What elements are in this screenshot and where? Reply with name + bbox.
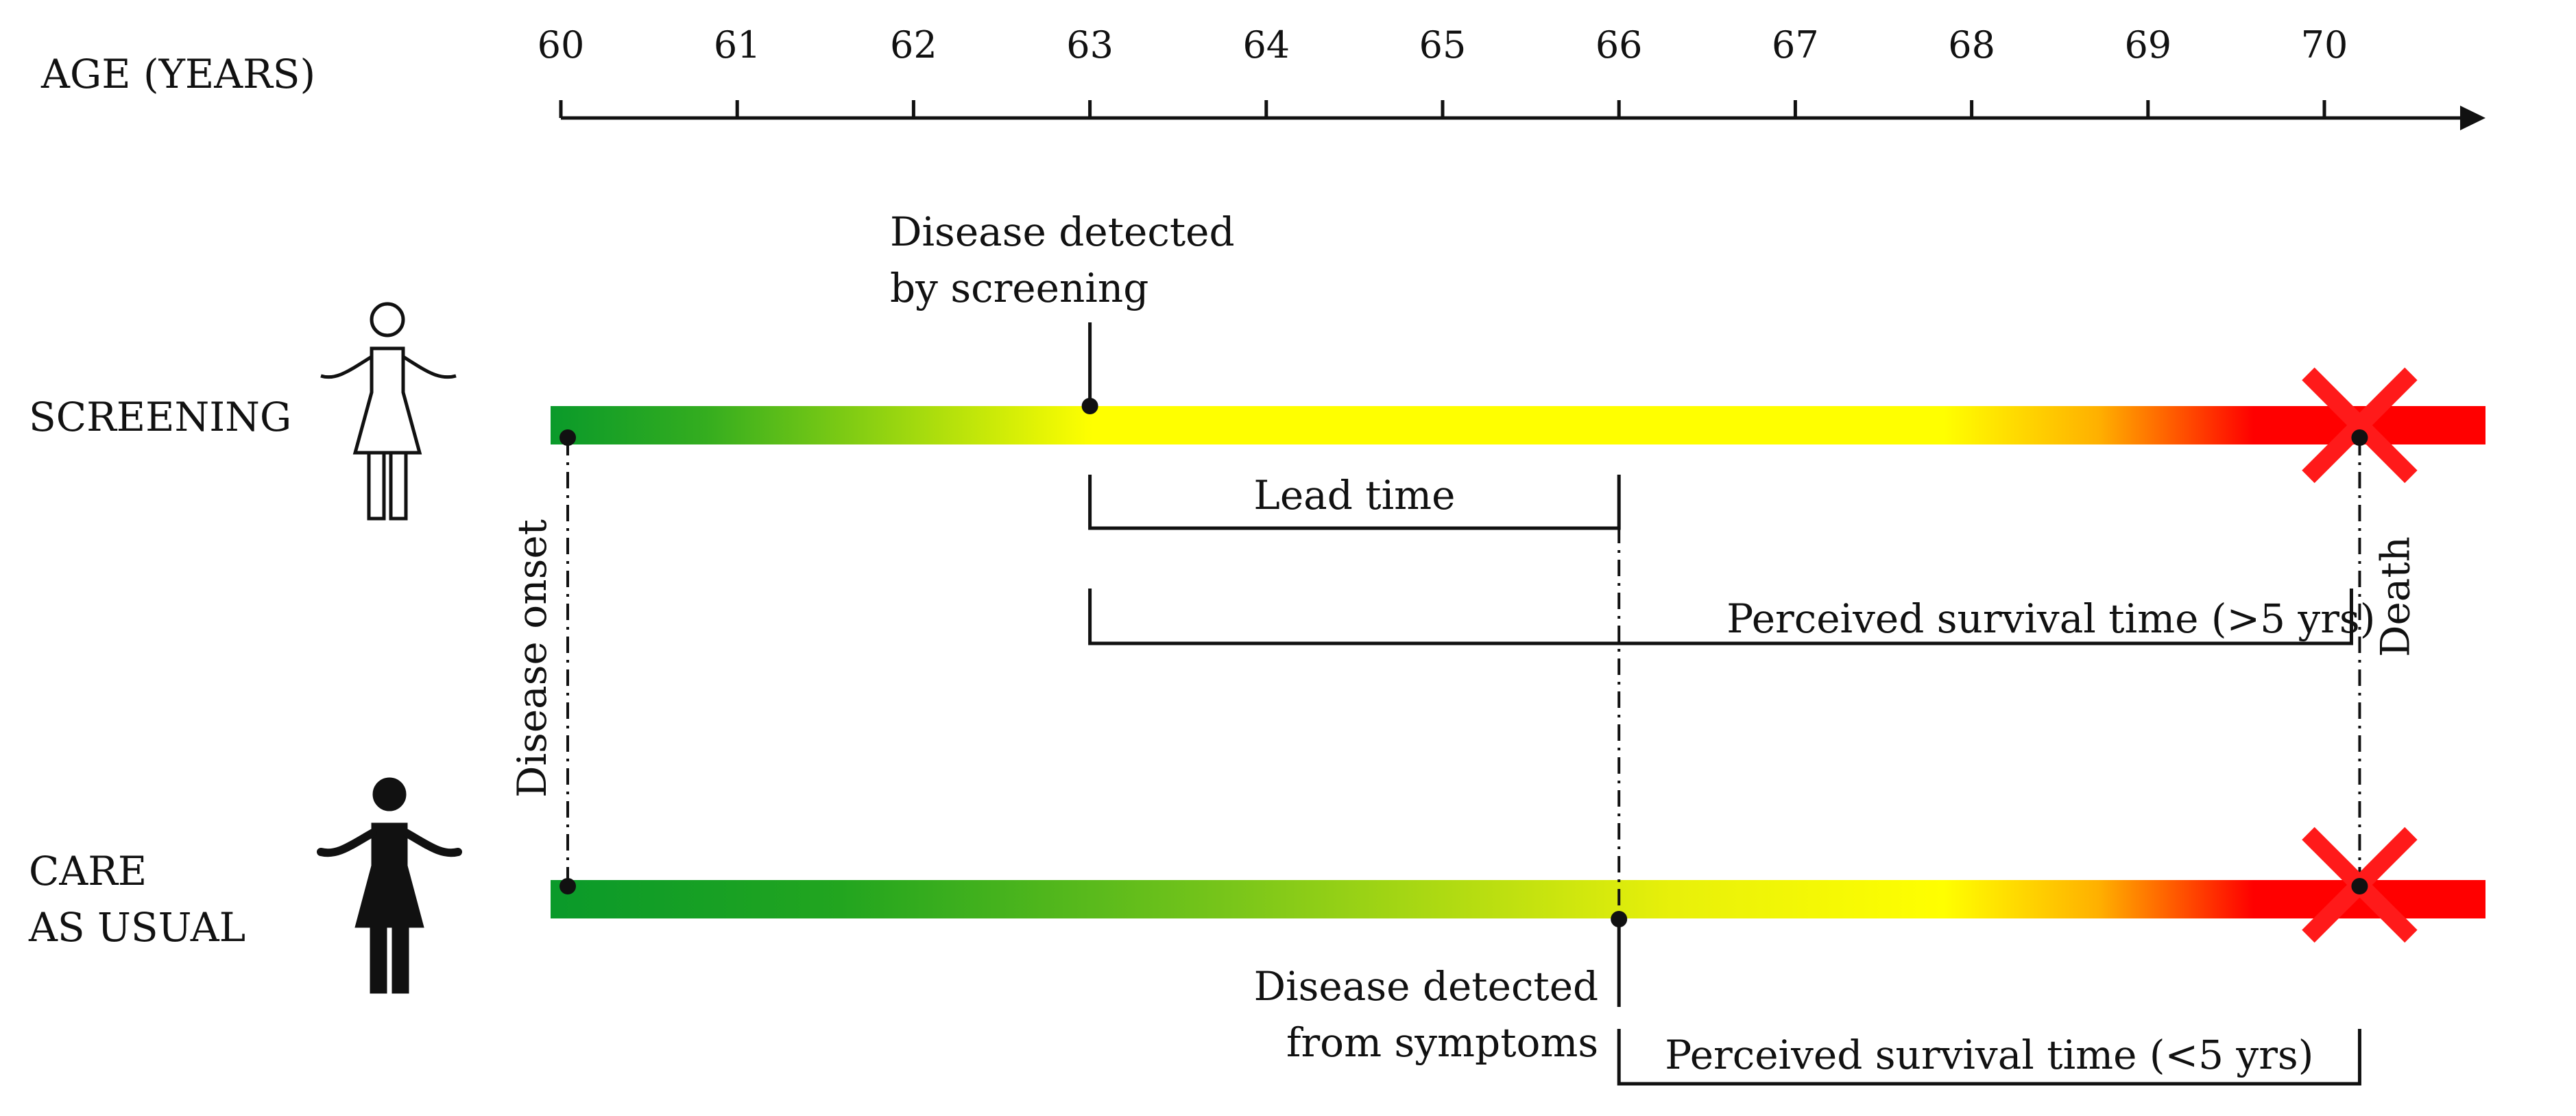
screen-detect-label-line1: Disease detected — [890, 209, 1235, 255]
axis-tick-label: 64 — [1242, 23, 1290, 67]
symptom-detect-label-line2: from symptoms — [1286, 1019, 1598, 1066]
axis-ticks: 60 61 62 63 64 65 66 67 68 69 70 — [538, 23, 2348, 118]
woman-outline-icon — [320, 302, 457, 521]
death-label: Death — [2372, 536, 2418, 657]
perceived-long-bracket — [1088, 589, 2353, 645]
lead-time-bracket — [1088, 475, 1621, 530]
axis-tick-label: 60 — [538, 23, 585, 67]
axis-tick-label: 61 — [714, 23, 761, 67]
care-label-line2: AS USUAL — [28, 904, 245, 951]
screening-timeline-bar — [551, 406, 2485, 444]
screen-detect-dot — [1081, 398, 1098, 414]
axis-tick-label: 63 — [1066, 23, 1114, 67]
axis-tick-label: 62 — [890, 23, 937, 67]
death-dot-care — [2351, 878, 2368, 894]
symptom-detect-label-line1: Disease detected — [1254, 963, 1599, 1010]
screen-detect-label-line2: by screening — [890, 265, 1148, 311]
axis-title: AGE (YEARS) — [40, 51, 315, 97]
axis-tick-label: 65 — [1419, 23, 1467, 67]
axis-tick-label: 70 — [2301, 23, 2348, 67]
care-label-line1: CARE — [29, 848, 147, 894]
death-dot-screening — [2351, 429, 2368, 446]
perceived-short-bracket — [1617, 1029, 2361, 1086]
axis-tick-label: 68 — [1948, 23, 1995, 67]
axis-tick-label: 69 — [2124, 23, 2171, 67]
care-timeline-bar — [551, 880, 2485, 918]
axis-tick-label: 66 — [1596, 23, 1643, 67]
onset-dot-screening — [559, 429, 576, 446]
perceived-short-label: Perceived survival time (<5 yrs) — [1665, 1032, 2313, 1078]
lead-time-label: Lead time — [1253, 472, 1455, 519]
axis-tick-label: 67 — [1772, 23, 1819, 67]
woman-filled-icon — [317, 777, 462, 994]
onset-dot-care — [559, 878, 576, 894]
disease-onset-label: Disease onset — [509, 519, 555, 798]
axis-arrowhead — [2460, 106, 2485, 130]
screening-label: SCREENING — [29, 394, 291, 440]
perceived-long-label: Perceived survival time (>5 yrs) — [1726, 595, 2375, 642]
death-cross-screening-icon — [2302, 367, 2418, 484]
